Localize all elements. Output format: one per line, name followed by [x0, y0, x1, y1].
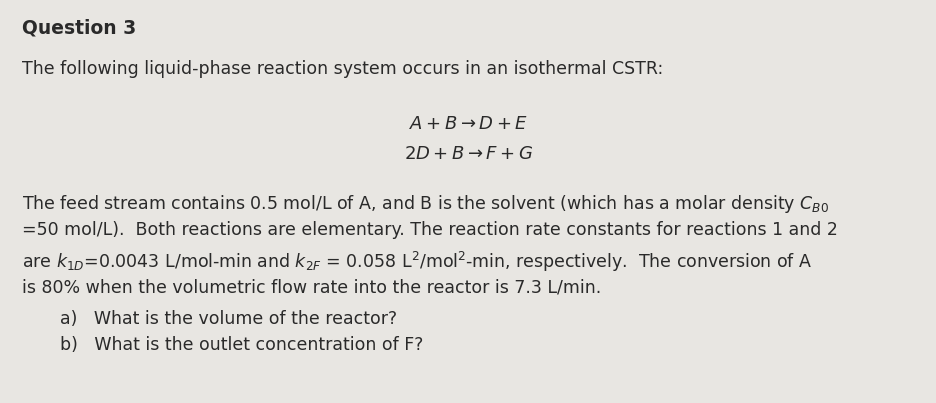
Text: b)   What is the outlet concentration of F?: b) What is the outlet concentration of F…: [60, 336, 423, 353]
Text: The following liquid-phase reaction system occurs in an isothermal CSTR:: The following liquid-phase reaction syst…: [22, 60, 663, 78]
Text: =50 mol/L).  Both reactions are elementary. The reaction rate constants for reac: =50 mol/L). Both reactions are elementar…: [22, 222, 837, 239]
Text: are $k_{1D}$=0.0043 L/mol-min and $k_{2F}$ = 0.058 L$^2$/mol$^2$-min, respective: are $k_{1D}$=0.0043 L/mol-min and $k_{2F…: [22, 250, 812, 274]
Text: Question 3: Question 3: [22, 18, 136, 37]
Text: $2D+B\rightarrow F+G$: $2D+B\rightarrow F+G$: [403, 145, 533, 163]
Text: $A+B\rightarrow D+E$: $A+B\rightarrow D+E$: [408, 115, 528, 133]
Text: a)   What is the volume of the reactor?: a) What is the volume of the reactor?: [60, 310, 397, 328]
Text: The feed stream contains 0.5 mol/L of A, and B is the solvent (which has a molar: The feed stream contains 0.5 mol/L of A,…: [22, 193, 828, 215]
Text: is 80% when the volumetric flow rate into the reactor is 7.3 L/min.: is 80% when the volumetric flow rate int…: [22, 278, 601, 297]
